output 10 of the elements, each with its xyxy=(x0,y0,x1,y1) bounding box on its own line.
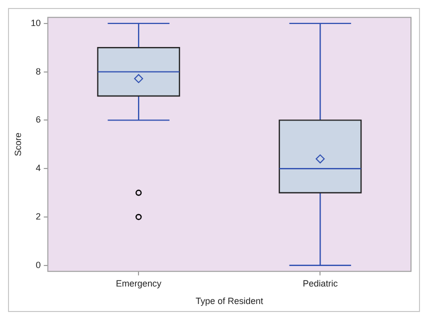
y-tick-label: 4 xyxy=(36,163,41,174)
y-tick-label: 6 xyxy=(36,114,41,125)
y-tick-label: 10 xyxy=(30,18,41,28)
y-tick-label: 0 xyxy=(36,260,41,270)
y-axis-title: Score xyxy=(12,132,23,156)
x-tick-label: Pediatric xyxy=(302,278,338,288)
y-tick-label: 8 xyxy=(36,66,41,76)
x-axis-title: Type of Resident xyxy=(196,296,264,306)
x-tick-label: Emergency xyxy=(116,278,162,288)
y-tick-label: 2 xyxy=(36,211,41,222)
